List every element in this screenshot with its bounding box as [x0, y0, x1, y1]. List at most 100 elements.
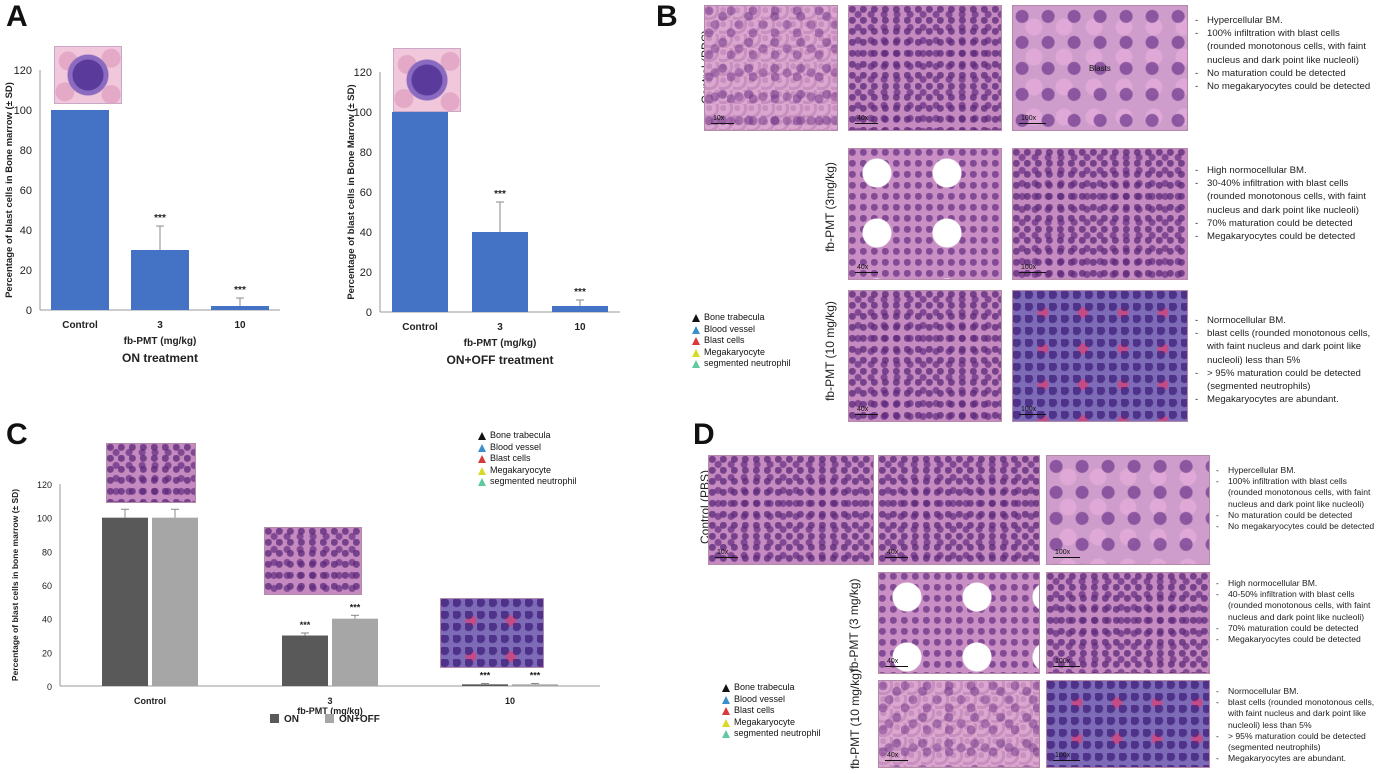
bar: [472, 232, 528, 312]
x-axis-label: fb-PMT (mg/kg): [464, 338, 537, 349]
x-tick-label: 3: [497, 322, 503, 333]
histology-b-control-100x: Blasts 100x: [1012, 5, 1188, 131]
y-tick-label: 120: [14, 65, 32, 77]
y-tick-label: 20: [42, 648, 52, 658]
scale-label: 10x: [715, 549, 739, 558]
x-tick-label: Control: [134, 696, 166, 706]
y-tick-label: 20: [20, 265, 32, 277]
y-tick-label: 0: [366, 307, 372, 319]
legend-item: Megakaryocyte: [722, 717, 821, 729]
significance-label: ***: [480, 670, 491, 680]
bar: [392, 112, 448, 312]
y-axis-label: Percentage of blast cells in Bone Marrow…: [346, 84, 357, 299]
significance-label: ***: [154, 213, 166, 224]
histology-b-3mgkg-100x: 100x: [1012, 148, 1188, 280]
blast-cell-inset-image: [54, 46, 122, 104]
panel-letter-b: B: [656, 0, 678, 33]
scale-label: 40x: [885, 549, 909, 558]
description-d-3mgkg: High normocellular BM.40-50% infiltratio…: [1216, 578, 1376, 645]
bar: [462, 684, 508, 686]
bar: [131, 250, 189, 310]
significance-label: ***: [530, 670, 541, 680]
description-b-10mgkg: Normocellular BM.blast cells (rounded mo…: [1195, 314, 1377, 407]
histology-inset-10mgkg: [440, 598, 544, 668]
legend-b: Bone trabecula Blood vessel Blast cells …: [692, 312, 791, 370]
legend-label: ON: [284, 714, 299, 725]
histology-d-10mgkg-100x: 100x: [1046, 680, 1210, 768]
x-tick-label: 10: [505, 696, 515, 706]
chart-title: ON+OFF treatment: [446, 353, 553, 367]
bar: [282, 635, 328, 686]
panel-letter-a: A: [6, 0, 28, 33]
histology-d-control-40x: 40x: [878, 455, 1040, 565]
bar: [552, 306, 608, 312]
y-tick-label: 100: [37, 514, 52, 524]
bar: [512, 684, 558, 686]
y-tick-label: 40: [360, 227, 372, 239]
legend-item: Blood vessel: [692, 324, 791, 336]
legend-item: segmented neutrophil: [722, 728, 821, 740]
histology-inset-control: [106, 443, 196, 503]
x-tick-label: 3: [157, 320, 163, 331]
legend-item: Blood vessel: [722, 694, 821, 706]
histology-b-10mgkg-100x: 100x: [1012, 290, 1188, 422]
row-label-10mgkg: fb-PMT (10 mg/kg): [848, 669, 862, 769]
significance-label: ***: [494, 189, 506, 200]
significance-label: ***: [574, 287, 586, 298]
histology-d-3mgkg-40x: 40x: [878, 572, 1040, 674]
significance-label: ***: [350, 602, 361, 612]
legend-swatch: [270, 714, 279, 723]
significance-label: ***: [300, 620, 311, 630]
histology-b-3mgkg-40x: 40x: [848, 148, 1002, 280]
y-tick-label: 100: [14, 105, 32, 117]
scale-label: 100x: [1053, 549, 1081, 558]
legend-item: Bone trabecula: [722, 682, 821, 694]
y-axis-label: Percentage of blast cells in bone marrow…: [10, 489, 20, 681]
significance-label: ***: [234, 285, 246, 296]
y-tick-label: 40: [20, 225, 32, 237]
description-b-control: Hypercellular BM.100% infiltration with …: [1195, 14, 1377, 93]
panel-letter-d: D: [693, 418, 715, 451]
description-d-control: Hypercellular BM.100% infiltration with …: [1216, 465, 1376, 532]
description-d-10mgkg: Normocellular BM.blast cells (rounded mo…: [1216, 686, 1376, 765]
scale-label: 10x: [711, 115, 735, 124]
y-axis-label: Percentage of blast cells in Bone marrow…: [4, 82, 15, 298]
x-tick-label: 10: [574, 322, 586, 333]
bar: [211, 306, 269, 310]
legend-item: Blood vessel: [478, 442, 577, 454]
y-tick-label: 0: [47, 682, 52, 692]
legend-item: Blast cells: [722, 705, 821, 717]
legend-item: segmented neutrophil: [692, 358, 791, 370]
histology-d-10mgkg-40x: 40x: [878, 680, 1040, 768]
histology-b-10mgkg-40x: 40x: [848, 290, 1002, 422]
x-axis-label: fb-PMT (mg/kg): [297, 706, 363, 716]
scale-label: 100x: [1053, 752, 1081, 761]
chart-c-on-vs-onoff: 0 20 40 60 80 100 120 Percentage of blast cells…: [10, 480, 600, 725]
x-tick-label: 10: [234, 320, 246, 331]
y-tick-label: 120: [354, 67, 372, 79]
description-b-3mgkg: High normocellular BM.30-40% infiltratio…: [1195, 164, 1377, 243]
bar: [332, 618, 378, 686]
histology-d-control-100x: 100x: [1046, 455, 1210, 565]
y-tick-label: 100: [354, 107, 372, 119]
row-label-3mgkg: fb-PMT (3mg/kg): [823, 162, 837, 252]
histology-b-control-40x: 40x: [848, 5, 1002, 131]
legend-d: Bone trabecula Blood vessel Blast cells …: [722, 682, 821, 740]
legend-item: Blast cells: [692, 335, 791, 347]
bar: [152, 517, 198, 686]
row-label-3mgkg: fb-PMT (3 mg/kg): [847, 578, 861, 672]
y-tick-label: 80: [42, 547, 52, 557]
y-tick-label: 20: [360, 267, 372, 279]
y-tick-label: 0: [26, 305, 32, 317]
histology-d-control-10x: 10x: [708, 455, 874, 565]
row-label-10mgkg: fb-PMT (10 mg/kg): [823, 301, 837, 401]
scale-label: 100x: [1019, 406, 1047, 415]
scale-label: 100x: [1019, 115, 1047, 124]
y-tick-label: 60: [42, 581, 52, 591]
bar: [102, 517, 148, 686]
x-tick-label: 3: [327, 696, 332, 706]
legend-item: Megakaryocyte: [692, 347, 791, 359]
y-tick-label: 60: [360, 187, 372, 199]
panel-letter-c: C: [6, 418, 28, 451]
legend-item: Bone trabecula: [692, 312, 791, 324]
